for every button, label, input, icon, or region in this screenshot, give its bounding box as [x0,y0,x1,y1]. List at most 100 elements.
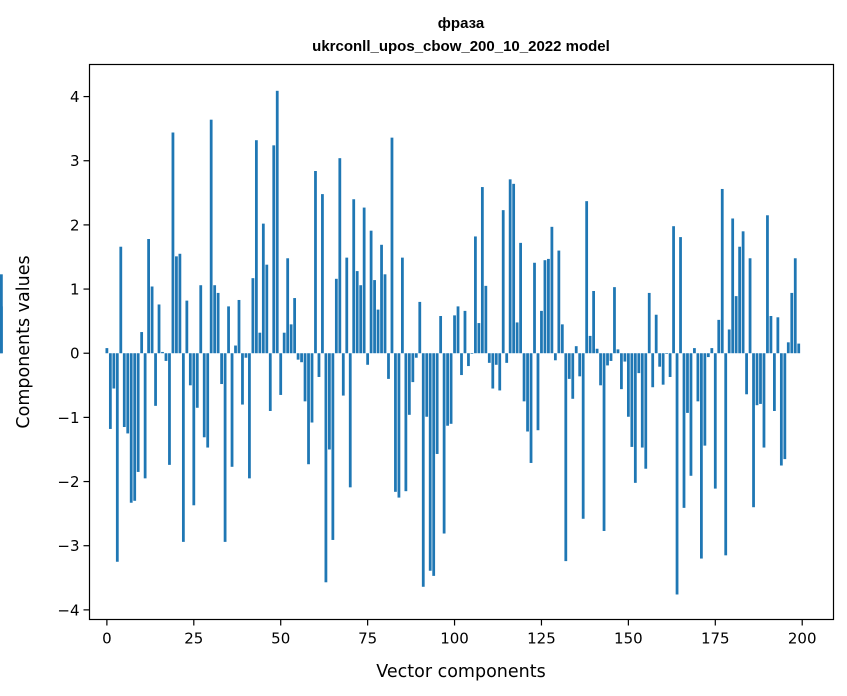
y-tick-label: 2 [70,216,80,234]
bar [762,353,766,448]
bar [620,353,623,390]
y-tick-label: −4 [57,601,79,619]
bar [248,353,251,479]
bar [272,145,276,354]
bar [567,353,571,379]
bar [328,353,331,450]
bar [700,353,703,559]
bar [689,353,693,476]
x-tick-label: 175 [701,630,730,648]
bar [526,353,529,432]
bar [279,353,283,395]
bar [394,353,397,492]
bar [115,353,119,562]
bar [348,353,352,488]
bar [519,242,522,354]
bar [585,201,589,354]
bar [581,353,585,519]
x-tick-label: 75 [358,630,377,648]
bar [202,353,206,438]
y-tick-label: −3 [57,537,79,555]
bar [574,346,578,354]
bar [258,332,262,354]
bar [713,353,717,489]
bar [491,353,495,389]
bar [244,353,248,358]
bar [609,353,613,361]
bar [439,316,443,354]
bar [606,353,609,366]
bar [404,353,408,492]
bar [675,353,679,595]
bar [731,218,735,354]
y-tick-label: 1 [70,281,80,299]
bar [383,274,387,354]
bar [112,353,116,389]
bar [171,132,175,354]
bar [334,278,338,354]
bar [286,258,290,354]
bar [498,353,502,391]
bar [533,262,536,354]
x-tick-label: 125 [527,630,556,648]
bar [133,353,137,501]
bar [0,274,3,354]
bar [536,353,540,431]
bar [755,353,759,406]
bar [390,137,394,354]
bar [213,285,217,354]
bar [307,353,310,465]
bar [706,353,710,358]
bar [665,353,669,354]
bar [741,231,745,354]
bar [494,353,498,365]
bar [296,353,300,360]
bar [522,353,526,402]
x-tick-label: 100 [440,630,469,648]
bar [275,90,279,354]
bar [560,324,564,354]
y-axis-label: Components values [14,255,34,428]
bar [470,353,474,354]
bar [119,246,123,354]
bar [251,278,255,354]
bar [668,353,672,377]
bar [227,306,230,354]
bar [157,304,161,354]
bar [387,353,390,379]
bar [268,353,272,411]
bar [220,353,223,385]
bar [460,353,463,376]
bar [150,286,154,354]
bar [540,310,543,354]
bar [658,353,662,367]
bar [616,349,620,354]
bar [477,323,481,354]
bar [501,210,505,354]
bar [703,353,707,446]
bar [769,316,773,354]
bar [397,353,401,498]
x-tick-label: 50 [271,630,290,648]
bar [432,353,436,576]
bar [686,353,689,413]
bar [321,194,324,354]
bar [188,353,192,386]
bar [442,353,446,534]
bar [293,298,297,354]
y-tick-label: 0 [70,345,80,363]
bar [630,353,634,447]
bar [234,345,237,354]
bar [720,188,724,354]
bar [129,353,133,503]
bar [797,343,801,354]
bar [547,258,550,354]
bar [147,239,150,354]
bar [661,353,665,385]
bar [571,353,575,399]
bar [143,353,147,479]
bar [776,317,780,354]
bar [745,353,748,395]
bar [623,353,627,362]
bar [602,353,606,531]
